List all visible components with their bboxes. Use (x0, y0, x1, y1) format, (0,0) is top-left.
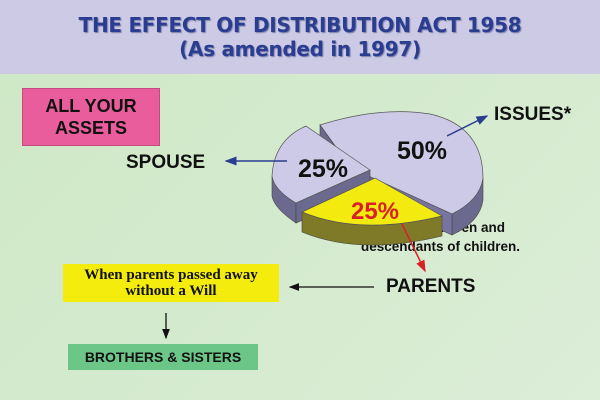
parents-percent: 25% (351, 198, 399, 225)
issues-arrow-icon (446, 115, 489, 137)
will-line2: without a Will (125, 283, 217, 299)
parents-label: PARENTS (386, 276, 476, 297)
no-will-box: When parents passed away without a Will (63, 264, 279, 302)
siblings-box: BROTHERS & SISTERS (68, 344, 258, 370)
all-assets-box: ALL YOUR ASSETS (22, 88, 160, 146)
page-subtitle: (As amended in 1997) (179, 37, 421, 61)
page-title: THE EFFECT OF DISTRIBUTION ACT 1958 (78, 13, 522, 37)
parents-arrow-icon (401, 223, 426, 273)
issues-percent: 50% (397, 137, 447, 165)
spouse-label: SPOUSE (126, 152, 206, 173)
assets-line2: ASSETS (54, 118, 128, 138)
spouse-percent: 25% (298, 155, 348, 183)
issues-label: ISSUES* (494, 104, 572, 125)
will-line1: When parents passed away (84, 267, 258, 283)
pie-slice-parents (301, 177, 443, 246)
header: THE EFFECT OF DISTRIBUTION ACT 1958 (As … (0, 0, 600, 74)
assets-line1: ALL YOUR (45, 96, 137, 116)
